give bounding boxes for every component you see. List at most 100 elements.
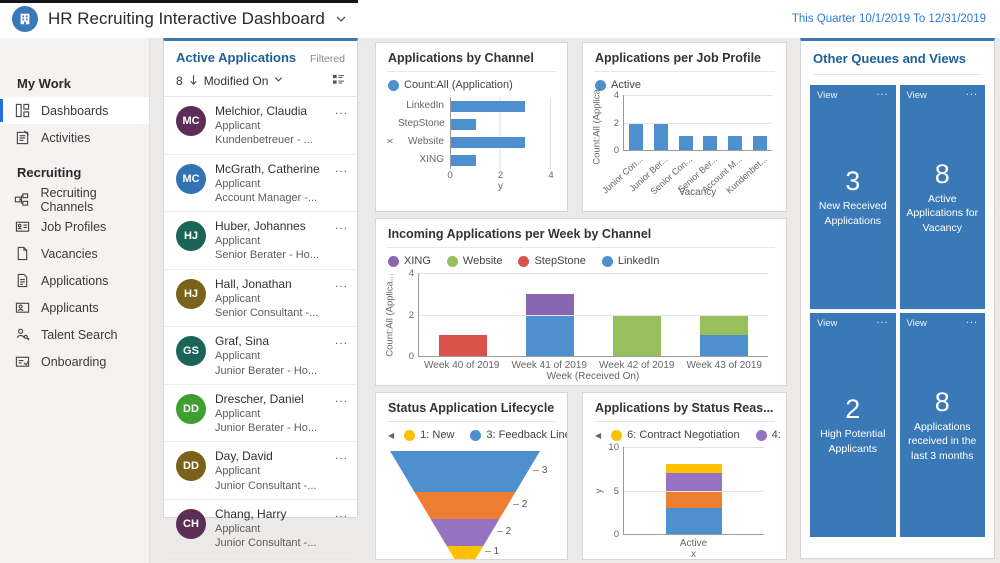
sidebar-item-activities[interactable]: Activities	[0, 124, 149, 151]
bar-segment[interactable]	[451, 136, 526, 148]
bar-segment[interactable]	[666, 490, 722, 508]
list-item[interactable]: DD Day, David Applicant Junior Consultant -…	[164, 442, 357, 500]
dashboard-selector-chevron-icon[interactable]	[335, 13, 347, 25]
queue-view-tile[interactable]: View... 3 New Received Applications	[810, 85, 896, 309]
legend-scroll-left-icon[interactable]: ◀	[388, 430, 395, 440]
legend-item[interactable]: StepStone	[518, 255, 586, 267]
chart-plot-area[interactable]: 0 2 4	[409, 268, 768, 362]
app-logo-icon[interactable]	[12, 6, 38, 32]
category-label: Website	[408, 136, 444, 147]
bar-segment[interactable]	[752, 136, 767, 150]
chart-plot-area[interactable]: 0 5 10	[608, 442, 764, 540]
bar-segment[interactable]	[525, 293, 574, 315]
list-item[interactable]: MC Melchior, Claudia Applicant Kundenbetreu…	[164, 97, 357, 155]
legend-item[interactable]: Website	[446, 255, 502, 267]
chart-plot-area[interactable]	[450, 97, 551, 169]
row-more-icon[interactable]: ...	[334, 505, 348, 520]
funnel-segment[interactable]	[390, 545, 540, 559]
sidebar-item-job-profiles[interactable]: Job Profiles	[0, 213, 149, 240]
stacked-bar[interactable]	[438, 273, 487, 356]
legend-item[interactable]: Count:All (Application)	[388, 79, 513, 91]
card-view-selector-icon[interactable]	[332, 73, 345, 89]
sidebar-item-dashboards[interactable]: Dashboards	[0, 97, 149, 124]
legend-item[interactable]: Active	[595, 79, 641, 91]
row-more-icon[interactable]: ...	[334, 390, 348, 405]
bar-segment[interactable]	[727, 136, 742, 150]
tile-view-link[interactable]: View	[817, 90, 838, 101]
list-item[interactable]: HJ Hall, Jonathan Applicant Senior Consulta…	[164, 270, 357, 328]
funnel-chart[interactable]: 3 2 2 1	[390, 451, 547, 559]
funnel-segment[interactable]	[390, 451, 540, 492]
tile-view-link[interactable]: View	[906, 318, 927, 329]
legend-item[interactable]: 1: New	[404, 429, 454, 441]
category-label: Week 40 of 2019	[424, 360, 500, 371]
legend-item[interactable]: 3: Feedback Line Ma	[470, 429, 567, 441]
stacked-bar[interactable]	[666, 447, 722, 534]
row-more-icon[interactable]: ...	[334, 333, 348, 348]
tile-view-link[interactable]: View	[817, 318, 838, 329]
tile-more-icon[interactable]: ...	[965, 314, 978, 326]
queue-view-tile[interactable]: View... 8 Applications received in the las…	[899, 313, 985, 537]
sidebar-item-applicants[interactable]: Applicants	[0, 294, 149, 321]
bar-segment[interactable]	[700, 335, 749, 356]
bar-segment[interactable]	[629, 122, 644, 150]
bar-segment[interactable]	[703, 136, 718, 150]
row-more-icon[interactable]: ...	[334, 448, 348, 463]
tile-more-icon[interactable]: ...	[965, 86, 978, 98]
bar-segment[interactable]	[451, 100, 526, 112]
list-item[interactable]: DD Drescher, Daniel Applicant Junior Berate…	[164, 385, 357, 443]
y-tick-label: 0	[613, 529, 619, 540]
dashboard-title[interactable]: HR Recruiting Interactive Dashboard	[48, 9, 325, 28]
bar-segment[interactable]	[613, 314, 662, 356]
bar-segment[interactable]	[451, 118, 476, 130]
funnel-value-label: 1	[484, 546, 499, 557]
sidebar-item-talent-search[interactable]: Talent Search	[0, 321, 149, 348]
sidebar-item-recruiting-channels[interactable]: Recruiting Channels	[0, 186, 149, 214]
legend-item[interactable]: 4:	[755, 429, 781, 441]
category-label: Week 41 of 2019	[511, 360, 587, 371]
chart-plot-area[interactable]: 0 2 4	[614, 90, 772, 156]
bar-segment[interactable]	[700, 314, 749, 336]
legend-item[interactable]: LinkedIn	[601, 255, 659, 267]
sidebar-item-label: Dashboards	[41, 103, 109, 118]
list-item[interactable]: HJ Huber, Johannes Applicant Senior Berater…	[164, 212, 357, 270]
queue-view-tile[interactable]: View... 2 High Potential Applicants	[810, 313, 896, 537]
sidebar-item-onboarding[interactable]: Onboarding	[0, 348, 149, 375]
tile-more-icon[interactable]: ...	[876, 314, 889, 326]
sidebar-item-applications[interactable]: Applications	[0, 267, 149, 294]
bar-segment[interactable]	[666, 507, 722, 534]
funnel-segment[interactable]	[390, 518, 540, 546]
tile-more-icon[interactable]: ...	[876, 86, 889, 98]
tick-mark	[512, 504, 519, 505]
date-range-filter[interactable]: This Quarter 10/1/2019 To 12/31/2019	[791, 13, 986, 25]
queue-view-tile[interactable]: View... 8 Active Applications for Vacancy	[899, 85, 985, 309]
stacked-bar[interactable]	[525, 273, 574, 356]
bar-segment[interactable]	[666, 464, 722, 474]
legend-item[interactable]: XING	[388, 255, 431, 267]
bar-segment[interactable]	[525, 314, 574, 356]
list-item[interactable]: MC McGrath, Catherine Applicant Account Man…	[164, 155, 357, 213]
sidebar-item-vacancies[interactable]: Vacancies	[0, 240, 149, 267]
legend-item[interactable]: 6: Contract Negotiation	[611, 429, 740, 441]
bar-segment[interactable]	[678, 136, 693, 150]
legend-scroll-left-icon[interactable]: ◀	[595, 430, 602, 440]
sort-field-label[interactable]: Modified On	[203, 74, 269, 88]
x-axis-label: y	[498, 181, 503, 192]
stacked-bar[interactable]	[613, 273, 662, 356]
bar-segment[interactable]	[666, 473, 722, 491]
tile-caption: New Received Applications	[818, 200, 887, 227]
row-more-icon[interactable]: ...	[334, 218, 348, 233]
tile-view-link[interactable]: View	[906, 90, 927, 101]
stacked-bar[interactable]	[700, 273, 749, 356]
funnel-value-label: 2	[496, 526, 511, 537]
bar-segment[interactable]	[451, 154, 476, 166]
row-more-icon[interactable]: ...	[334, 103, 348, 117]
list-item[interactable]: GS Graf, Sina Applicant Junior Berater - Ho…	[164, 327, 357, 385]
bar-segment[interactable]	[653, 122, 668, 150]
row-more-icon[interactable]: ...	[334, 160, 348, 175]
list-item[interactable]: CH Chang, Harry Applicant Junior Consultant…	[164, 500, 357, 558]
sort-field-chevron-icon[interactable]	[273, 74, 284, 88]
bar-segment[interactable]	[438, 335, 487, 356]
sort-direction-icon[interactable]	[188, 74, 199, 89]
row-more-icon[interactable]: ...	[334, 275, 348, 290]
